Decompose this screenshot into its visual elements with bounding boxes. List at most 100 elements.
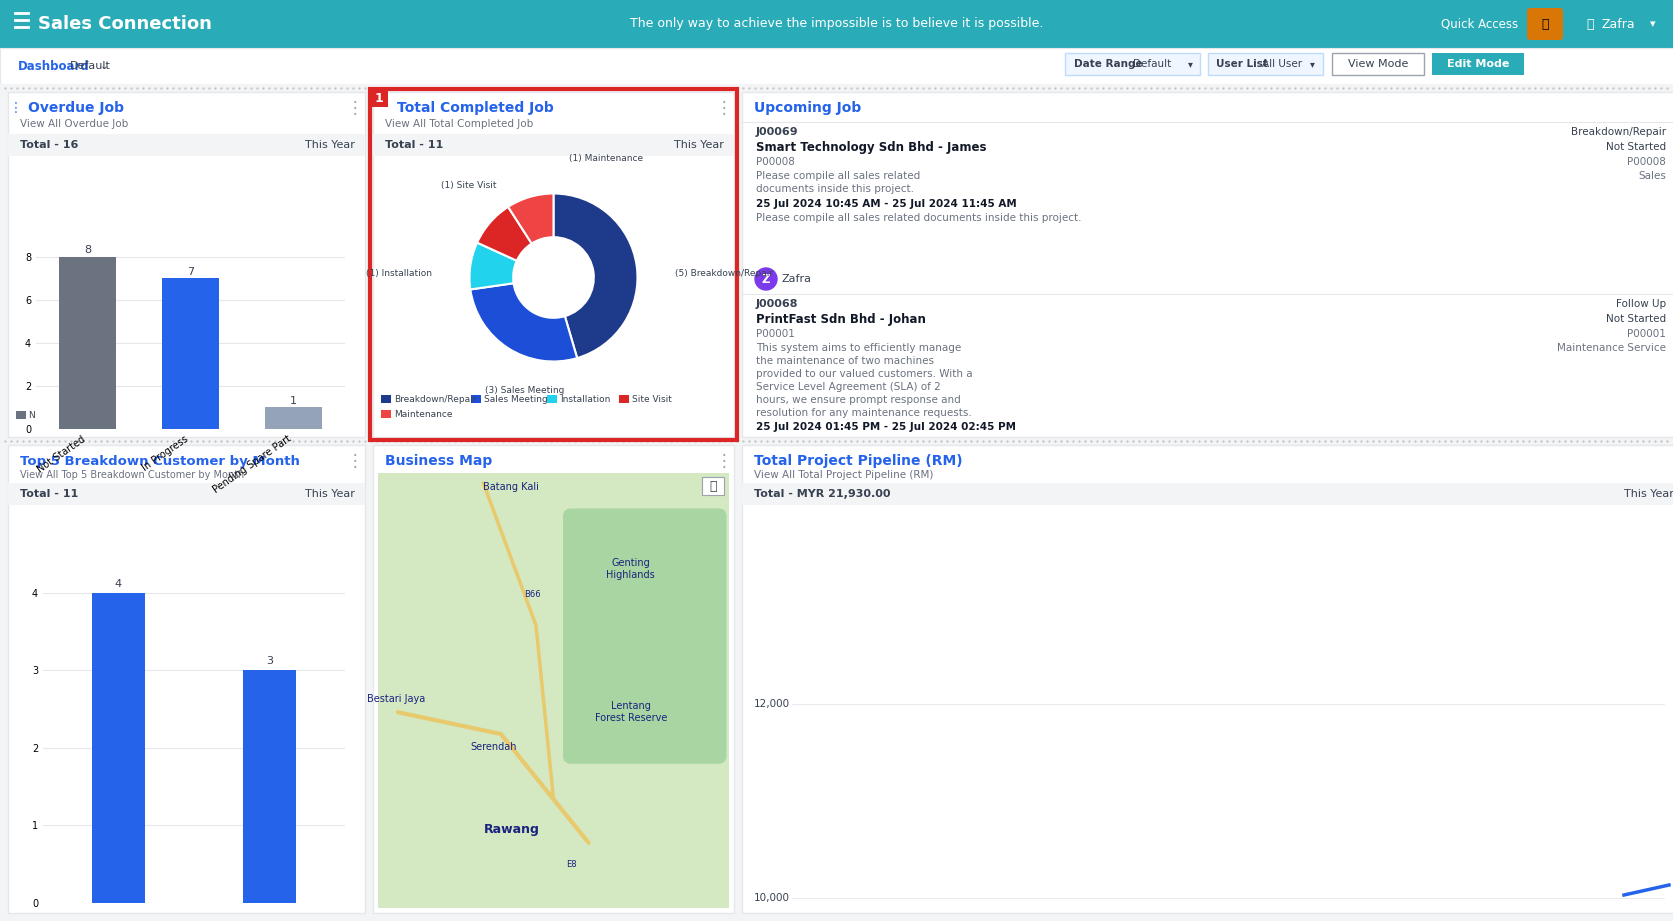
Text: 1: 1 (289, 396, 296, 406)
Text: Total - 16: Total - 16 (20, 140, 79, 150)
Text: P00008: P00008 (1626, 157, 1665, 167)
FancyBboxPatch shape (741, 445, 1673, 913)
Text: All User: All User (1261, 59, 1302, 69)
Text: Rawang: Rawang (483, 823, 539, 836)
Text: (3) Sales Meeting: (3) Sales Meeting (483, 387, 564, 395)
FancyBboxPatch shape (381, 410, 391, 418)
FancyBboxPatch shape (17, 411, 27, 419)
Text: Lentang
Forest Reserve: Lentang Forest Reserve (594, 702, 666, 723)
Bar (59, 257, 115, 429)
FancyBboxPatch shape (1430, 53, 1522, 75)
Circle shape (755, 268, 776, 290)
Text: 25 Jul 2024 10:45 AM - 25 Jul 2024 11:45 AM: 25 Jul 2024 10:45 AM - 25 Jul 2024 11:45… (756, 199, 1016, 209)
Text: Overdue Job: Overdue Job (28, 101, 124, 115)
Text: hours, we ensure prompt response and: hours, we ensure prompt response and (756, 395, 960, 405)
Text: This Year: This Year (1623, 489, 1673, 499)
FancyBboxPatch shape (547, 395, 557, 403)
Text: ⤢: ⤢ (709, 480, 716, 493)
Text: ⋮: ⋮ (346, 99, 363, 117)
Text: Follow Up: Follow Up (1614, 299, 1665, 309)
Text: 7: 7 (187, 267, 194, 277)
Text: 1: 1 (375, 91, 383, 104)
FancyBboxPatch shape (1526, 8, 1563, 40)
Text: Total - 11: Total - 11 (385, 140, 443, 150)
Text: resolution for any maintenance requests.: resolution for any maintenance requests. (756, 408, 970, 418)
Text: Please compile all sales related: Please compile all sales related (756, 171, 920, 181)
Bar (92, 592, 146, 903)
Text: J00069: J00069 (756, 127, 798, 137)
Text: Please compile all sales related documents inside this project.: Please compile all sales related documen… (756, 213, 1081, 223)
Text: the maintenance of two machines: the maintenance of two machines (756, 356, 934, 366)
FancyBboxPatch shape (470, 395, 480, 403)
Text: (1) Installation: (1) Installation (365, 269, 432, 278)
FancyBboxPatch shape (373, 134, 733, 156)
Text: Sales Meeting: Sales Meeting (483, 394, 547, 403)
Text: The only way to achieve the impossible is to believe it is possible.: The only way to achieve the impossible i… (631, 17, 1042, 30)
Bar (264, 407, 321, 429)
FancyBboxPatch shape (1064, 53, 1200, 75)
Text: Dashboard: Dashboard (18, 60, 90, 73)
Wedge shape (468, 242, 517, 289)
FancyBboxPatch shape (8, 92, 365, 437)
Text: Site Visit: Site Visit (632, 394, 673, 403)
Text: 🔔: 🔔 (1541, 17, 1548, 30)
Text: E8: E8 (565, 860, 576, 869)
Text: ⋮: ⋮ (1665, 99, 1673, 117)
Text: This system aims to efficiently manage: This system aims to efficiently manage (756, 343, 960, 353)
Text: View All Overdue Job: View All Overdue Job (20, 119, 129, 129)
Text: ⋮: ⋮ (1665, 452, 1673, 470)
Text: Not Started: Not Started (28, 411, 82, 419)
FancyBboxPatch shape (8, 483, 365, 505)
Text: Zafra: Zafra (1601, 17, 1635, 30)
Text: Total Project Pipeline (RM): Total Project Pipeline (RM) (753, 454, 962, 468)
Text: ⌄: ⌄ (100, 61, 109, 71)
FancyBboxPatch shape (8, 134, 365, 156)
Text: B66: B66 (524, 590, 540, 600)
Text: Maintenance Service: Maintenance Service (1556, 343, 1665, 353)
Text: User List: User List (1215, 59, 1266, 69)
Text: This Year: This Year (674, 140, 723, 150)
Text: PrintFast Sdn Bhd - Johan: PrintFast Sdn Bhd - Johan (756, 312, 925, 325)
Text: Top 5 Breakdown Customer by Month: Top 5 Breakdown Customer by Month (20, 454, 299, 468)
Text: ⋮: ⋮ (8, 101, 23, 115)
Text: Breakdown/Repair: Breakdown/Repair (1569, 127, 1665, 137)
FancyBboxPatch shape (619, 395, 629, 403)
Text: In Progress: In Progress (99, 411, 149, 419)
Text: (5) Breakdown/Repair: (5) Breakdown/Repair (674, 269, 773, 278)
Text: View All Total Project Pipeline (RM): View All Total Project Pipeline (RM) (753, 470, 934, 480)
FancyBboxPatch shape (373, 445, 733, 913)
Text: Sales: Sales (1638, 171, 1665, 181)
Text: Smart Technology Sdn Bhd - James: Smart Technology Sdn Bhd - James (756, 141, 985, 154)
FancyBboxPatch shape (85, 411, 95, 419)
Text: 4: 4 (115, 578, 122, 589)
Wedge shape (470, 284, 577, 362)
Text: Not Started: Not Started (1604, 314, 1665, 324)
FancyBboxPatch shape (381, 395, 391, 403)
Text: documents inside this project.: documents inside this project. (756, 184, 913, 194)
Text: 25 Jul 2024 01:45 PM - 25 Jul 2024 02:45 PM: 25 Jul 2024 01:45 PM - 25 Jul 2024 02:45… (756, 422, 1016, 432)
Bar (243, 670, 296, 903)
FancyBboxPatch shape (370, 89, 388, 107)
Text: 12,000: 12,000 (753, 699, 790, 709)
Text: Total Completed Job: Total Completed Job (397, 101, 554, 115)
FancyBboxPatch shape (378, 473, 728, 908)
FancyBboxPatch shape (8, 445, 365, 913)
Text: 10,000: 10,000 (753, 893, 790, 903)
Text: ▾: ▾ (1188, 59, 1193, 69)
Text: 3: 3 (266, 657, 273, 666)
FancyBboxPatch shape (373, 92, 733, 437)
Text: Bestari Jaya: Bestari Jaya (366, 694, 425, 705)
Text: ⋮: ⋮ (716, 99, 731, 117)
FancyBboxPatch shape (741, 483, 1673, 505)
Text: 8: 8 (84, 245, 90, 255)
Text: Default: Default (70, 61, 110, 71)
Text: P00008: P00008 (756, 157, 795, 167)
FancyBboxPatch shape (741, 92, 1673, 437)
Text: Total - 11: Total - 11 (20, 489, 79, 499)
Text: ▾: ▾ (1650, 19, 1655, 29)
Text: ⋮: ⋮ (346, 452, 363, 470)
Text: Serendah: Serendah (470, 742, 517, 752)
FancyBboxPatch shape (156, 411, 166, 419)
FancyBboxPatch shape (701, 477, 723, 495)
Text: Service Level Agreement (SLA) of 2: Service Level Agreement (SLA) of 2 (756, 382, 940, 392)
